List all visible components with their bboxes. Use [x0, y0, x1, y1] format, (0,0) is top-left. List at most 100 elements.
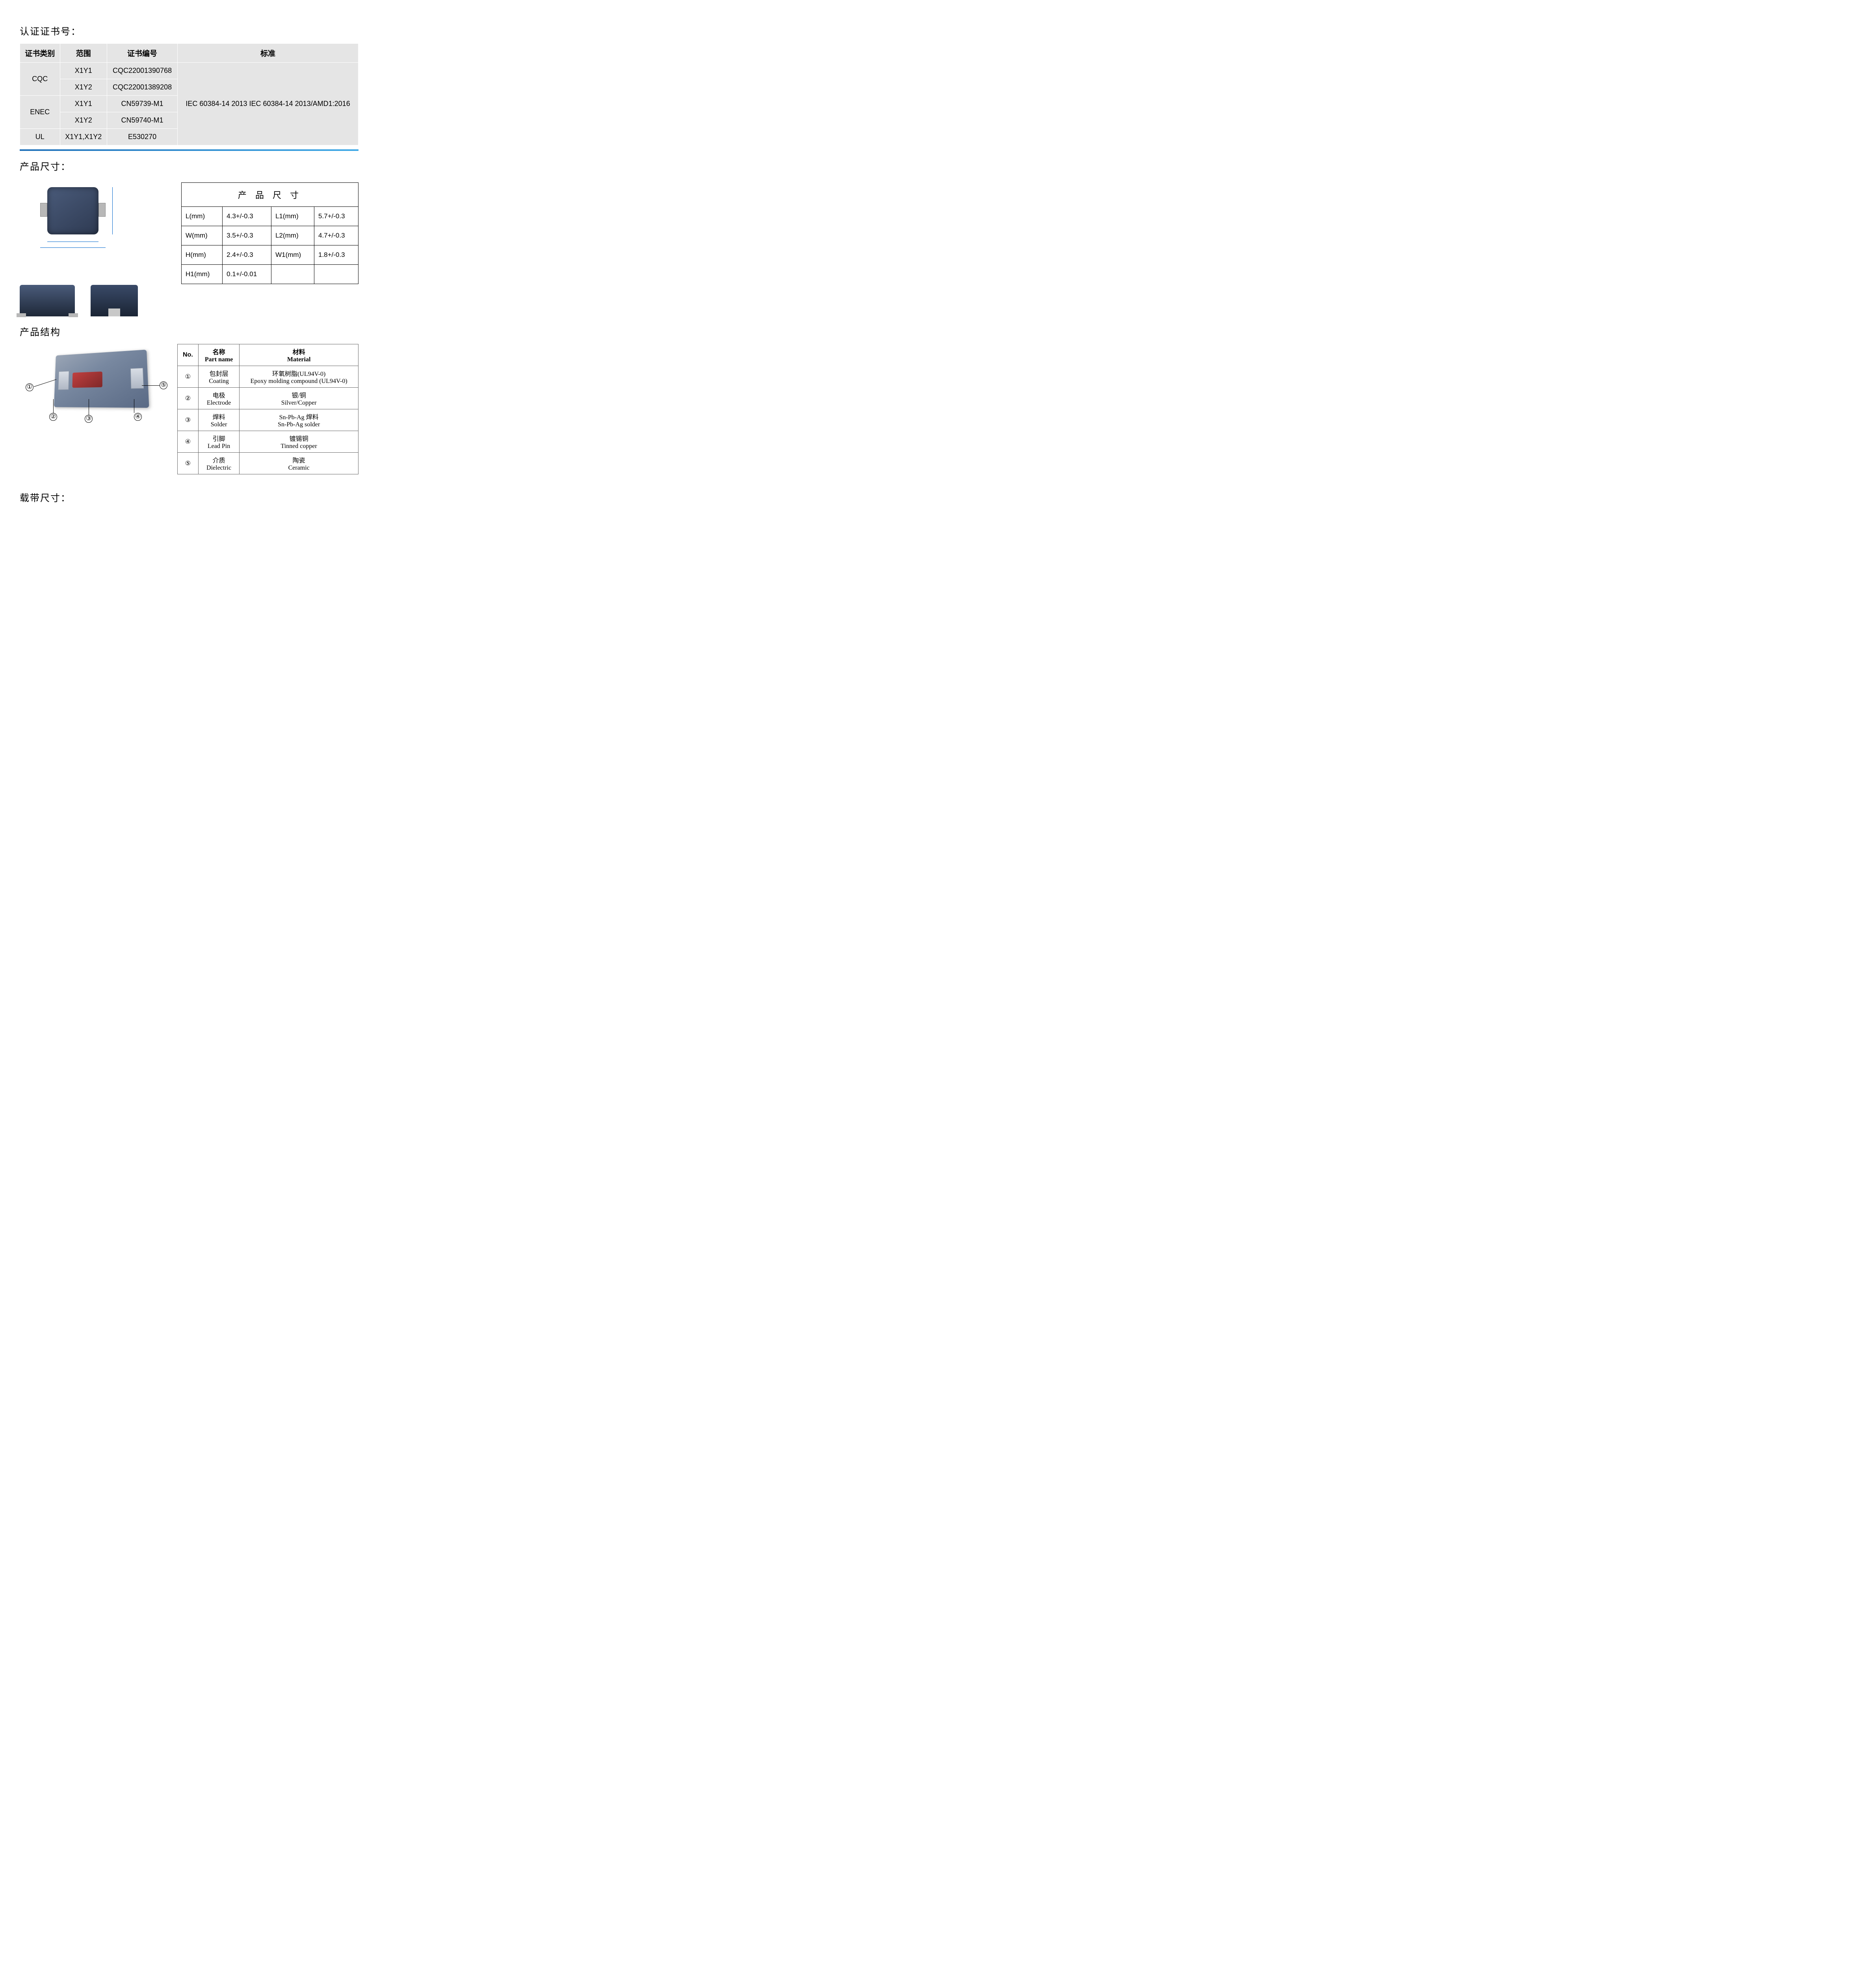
cert-row: CQC X1Y1 CQC22001390768 IEC 60384-14 201…: [20, 63, 358, 79]
struct-h-mat-cn: 材料: [243, 347, 354, 356]
cert-table: 证书类别 范围 证书编号 标准 CQC X1Y1 CQC22001390768 …: [20, 43, 358, 145]
struct-row-data: ⑤ 介质Dielectric 陶瓷Ceramic: [178, 453, 358, 474]
struct-mat-cn: 陶瓷: [243, 455, 354, 465]
dims-cell: W(mm): [182, 226, 223, 245]
struct-part: 焊料Solder: [198, 409, 240, 431]
dims-cell: L(mm): [182, 207, 223, 226]
dims-cell: W1(mm): [271, 245, 314, 265]
cert-number: CN59740-M1: [107, 112, 177, 129]
struct-mat: Sn-Pb-Ag 焊料Sn-Pb-Ag solder: [240, 409, 358, 431]
dims-cell: 4.7+/-0.3: [314, 226, 358, 245]
struct-mat: 陶瓷Ceramic: [240, 453, 358, 474]
struct-part-en: Electrode: [202, 400, 236, 407]
struct-header-row: No. 名称 Part name 材料 Material: [178, 344, 358, 366]
struct-no: ①: [178, 366, 199, 388]
chip-lead-left: [40, 203, 47, 217]
struct-h-part-cn: 名称: [202, 347, 236, 356]
cert-section-title: 认证证书号：: [20, 24, 358, 37]
struct-part-en: Lead Pin: [202, 443, 236, 450]
struct-part-en: Solder: [202, 421, 236, 428]
struct-no: ⑤: [178, 453, 199, 474]
dim-line: [40, 247, 106, 248]
struct-row-data: ③ 焊料Solder Sn-Pb-Ag 焊料Sn-Pb-Ag solder: [178, 409, 358, 431]
struct-no: ④: [178, 431, 199, 453]
struct-label-2: ②: [49, 413, 57, 421]
struct-inner-block: [72, 372, 102, 388]
struct-h-mat: 材料 Material: [240, 344, 358, 366]
struct-part-cn: 引脚: [202, 433, 236, 443]
struct-h-mat-en: Material: [243, 356, 354, 363]
divider-blue: [20, 149, 358, 151]
struct-mat-cn: 环氧树脂(UL94V-0): [243, 368, 354, 378]
dims-cell: 5.7+/-0.3: [314, 207, 358, 226]
chip-front-view: [20, 277, 75, 316]
struct-part: 引脚Lead Pin: [198, 431, 240, 453]
struct-mat-en: Sn-Pb-Ag solder: [243, 421, 354, 428]
struct-row-data: ④ 引脚Lead Pin 镀锡铜Tinned copper: [178, 431, 358, 453]
cert-h-number: 证书编号: [107, 44, 177, 63]
dims-cell: L1(mm): [271, 207, 314, 226]
dims-cell: H(mm): [182, 245, 223, 265]
dims-row: 产 品 尺 寸 L(mm) 4.3+/-0.3 L1(mm) 5.7+/-0.3…: [20, 178, 358, 316]
dims-row-data: H1(mm) 0.1+/-0.01: [182, 265, 358, 284]
dim-line: [112, 187, 113, 234]
struct-mat-en: Ceramic: [243, 465, 354, 472]
dims-cell: 2.4+/-0.3: [223, 245, 271, 265]
dims-cell: 0.1+/-0.01: [223, 265, 271, 284]
struct-part-cn: 焊料: [202, 412, 236, 421]
struct-3d-body: [54, 349, 149, 408]
chip-side-body: [91, 285, 138, 316]
struct-row: ① ② ③ ④ ⑤ No. 名称 Part name 材料 Material ①…: [20, 344, 358, 474]
tape-section-title: 载带尺寸：: [20, 490, 358, 504]
dims-cell: H1(mm): [182, 265, 223, 284]
struct-row-data: ① 包封层Coating 环氧树脂(UL94V-0)Epoxy molding …: [178, 366, 358, 388]
dims-cell: [271, 265, 314, 284]
cert-standard: IEC 60384-14 2013 IEC 60384-14 2013/AMD1…: [178, 63, 358, 145]
struct-h-part-en: Part name: [202, 356, 236, 363]
struct-label-1: ①: [26, 383, 33, 391]
struct-no: ③: [178, 409, 199, 431]
cert-category: ENEC: [20, 96, 60, 129]
struct-line: [142, 385, 160, 386]
dims-cell: 3.5+/-0.3: [223, 226, 271, 245]
struct-mat-cn: 镀锡铜: [243, 433, 354, 443]
chip-front-lead: [17, 313, 26, 317]
cert-h-scope: 范围: [60, 44, 107, 63]
struct-part-cn: 电极: [202, 390, 236, 400]
cert-scope: X1Y2: [60, 79, 107, 96]
cert-header-row: 证书类别 范围 证书编号 标准: [20, 44, 358, 63]
struct-mat-en: Silver/Copper: [243, 400, 354, 407]
struct-part: 电极Electrode: [198, 388, 240, 409]
struct-part-cn: 包封层: [202, 368, 236, 378]
struct-mat: 银/铜Silver/Copper: [240, 388, 358, 409]
chip-front-body: [20, 285, 75, 316]
chip-side-lead: [108, 309, 120, 316]
chip-front-lead: [69, 313, 78, 317]
struct-line: [34, 379, 56, 387]
struct-part-en: Coating: [202, 378, 236, 385]
cert-scope: X1Y2: [60, 112, 107, 129]
cert-scope: X1Y1: [60, 96, 107, 112]
struct-part-cn: 介质: [202, 455, 236, 465]
struct-label-5: ⑤: [160, 381, 167, 389]
dims-row-data: H(mm) 2.4+/-0.3 W1(mm) 1.8+/-0.3: [182, 245, 358, 265]
struct-mat-cn: 银/铜: [243, 390, 354, 400]
cert-h-standard: 标准: [178, 44, 358, 63]
cert-number: E530270: [107, 129, 177, 145]
struct-mat: 镀锡铜Tinned copper: [240, 431, 358, 453]
struct-h-part: 名称 Part name: [198, 344, 240, 366]
struct-section-title: 产品结构: [20, 324, 358, 338]
chip-side-view: [91, 285, 138, 316]
cert-number: CQC22001389208: [107, 79, 177, 96]
dims-table-title: 产 品 尺 寸: [182, 183, 358, 207]
struct-mat-cn: Sn-Pb-Ag 焊料: [243, 412, 354, 421]
struct-table: No. 名称 Part name 材料 Material ① 包封层Coatin…: [177, 344, 358, 474]
dims-cell: 1.8+/-0.3: [314, 245, 358, 265]
struct-part-en: Dielectric: [202, 465, 236, 472]
struct-part: 介质Dielectric: [198, 453, 240, 474]
struct-label-4: ④: [134, 413, 142, 421]
struct-line: [53, 399, 54, 413]
chip-lead-right: [98, 203, 106, 217]
dims-row-data: W(mm) 3.5+/-0.3 L2(mm) 4.7+/-0.3: [182, 226, 358, 245]
chip-top-view: [35, 178, 130, 253]
